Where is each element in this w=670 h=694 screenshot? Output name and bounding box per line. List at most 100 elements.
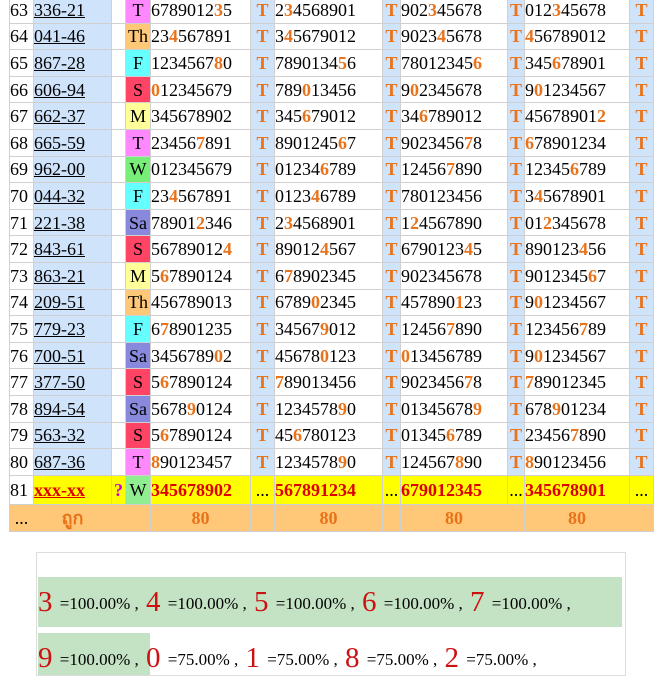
hit-mark: T — [250, 315, 275, 343]
hit-mark: T — [629, 394, 654, 423]
row-number: 456780123 — [274, 421, 383, 450]
row-number: 901234567 — [524, 261, 630, 290]
row-number: 567890124 — [150, 394, 251, 423]
table-row: 76 700-51 Sa 345678902 T 456780123 T 013456789 T… — [9, 341, 654, 370]
row-code-link[interactable]: 606-94 — [33, 75, 112, 104]
hit-digit: 3 — [214, 0, 223, 20]
row-code-link[interactable]: 563-32 — [33, 421, 112, 450]
hit-digit: 8 — [525, 451, 535, 472]
row-number: 890124567 — [274, 128, 383, 157]
hit-digit: 8 — [214, 52, 223, 73]
row-number: 012346789 — [274, 155, 383, 184]
hit-digit: 4 — [223, 239, 232, 260]
stat-separator: , — [454, 594, 463, 613]
row-code[interactable]: 606-94 — [34, 79, 86, 100]
hit-mark: T — [629, 341, 654, 370]
row-code[interactable]: 867-28 — [34, 52, 86, 73]
hit-digit: 5 — [338, 52, 347, 73]
row-code-link[interactable]: 209-51 — [33, 288, 112, 317]
hit-mark: T — [507, 368, 525, 396]
hit-mark: T — [250, 49, 275, 77]
row-code-link[interactable]: 662-37 — [33, 102, 112, 130]
row-spacer — [111, 368, 126, 396]
row-code-link[interactable]: 894-54 — [33, 394, 112, 423]
row-code-link[interactable]: 336-21 — [33, 0, 112, 24]
hit-digit: 9 — [338, 451, 347, 472]
row-code-link[interactable]: 779-23 — [33, 315, 112, 343]
hit-mark: T — [382, 75, 401, 104]
spacer — [629, 503, 654, 532]
row-code[interactable]: 700-51 — [34, 345, 86, 366]
row-code-link[interactable]: 665-59 — [33, 128, 112, 157]
hit-mark: T — [507, 182, 525, 210]
row-code[interactable]: xxx-xx — [34, 479, 86, 500]
table-row: 77 377-50 S 567890124 T 789013456 T 902345678 T 7… — [9, 368, 654, 396]
row-code-link[interactable]: 867-28 — [33, 49, 112, 77]
row-day: S — [125, 368, 151, 396]
row-code[interactable]: 336-21 — [34, 0, 86, 20]
stat-digit: 9 — [38, 642, 60, 674]
stat-percent: =75.00% — [366, 650, 429, 669]
row-number: 234567890 — [524, 421, 630, 450]
row-code[interactable]: 209-51 — [34, 292, 86, 313]
row-code-link[interactable]: 863-21 — [33, 261, 112, 290]
hit-digit: 7 — [160, 318, 169, 339]
row-code-link[interactable]: 044-32 — [33, 182, 112, 210]
row-code-link[interactable]: 700-51 — [33, 341, 112, 370]
row-number: 345678901 — [524, 49, 630, 77]
row-number: 679012345 — [400, 235, 508, 263]
row-code-link[interactable]: 041-46 — [33, 22, 112, 51]
hit-digit: 9 — [473, 398, 482, 419]
row-day: Th — [125, 22, 151, 51]
row-number: 678902345 — [274, 261, 383, 290]
row-number: 345678902 — [150, 102, 251, 130]
row-code[interactable]: 377-50 — [34, 372, 86, 393]
row-code-link[interactable]: 962-00 — [33, 155, 112, 184]
row-code-link[interactable]: 377-50 — [33, 368, 112, 396]
row-spacer — [111, 448, 126, 476]
hit-mark: T — [507, 341, 525, 370]
row-code-link[interactable]: 843-61 — [33, 235, 112, 263]
row-code[interactable]: 779-23 — [34, 318, 86, 339]
row-spacer — [111, 341, 126, 370]
unknown-marker: ? — [111, 474, 126, 505]
hit-digit: 7 — [525, 372, 535, 393]
row-number: 780123456 — [400, 49, 508, 77]
row-index: 75 — [9, 315, 34, 343]
row-code-link[interactable]: 687-36 — [33, 448, 112, 476]
row-code-link[interactable]: xxx-xx — [33, 474, 112, 505]
row-code[interactable]: 662-37 — [34, 106, 86, 127]
stat-percent: =75.00% — [167, 650, 230, 669]
row-code[interactable]: 687-36 — [34, 451, 86, 472]
row-code-link[interactable]: 221-38 — [33, 208, 112, 237]
row-code[interactable]: 863-21 — [34, 265, 86, 286]
row-number: 013456789 — [400, 341, 508, 370]
row-number: 124567890 — [400, 208, 508, 237]
row-spacer — [111, 155, 126, 184]
hit-mark: T — [507, 75, 525, 104]
correct-count: 80 — [150, 503, 251, 532]
table-row: 72 843-61 S 567890124 T 890124567 T 679012345 T 8… — [9, 235, 654, 263]
results-body: 63 336-21 T 678901235 T 234568901 T 902345678 T 0… — [9, 0, 654, 532]
hit-digit: 4 — [534, 185, 543, 206]
row-code[interactable]: 221-38 — [34, 212, 86, 233]
row-code[interactable]: 044-32 — [34, 185, 86, 206]
row-code[interactable]: 843-61 — [34, 239, 86, 260]
row-number: 345679012 — [274, 315, 383, 343]
row-code[interactable]: 041-46 — [34, 26, 86, 47]
row-code[interactable]: 665-59 — [34, 132, 86, 153]
row-code[interactable]: 563-32 — [34, 425, 86, 446]
hit-mark: T — [507, 102, 525, 130]
hit-mark: T — [629, 75, 654, 104]
row-number: 890124567 — [274, 235, 383, 263]
row-index: 67 — [9, 102, 34, 130]
row-number: 123456789 — [524, 315, 630, 343]
predicted-number: 345678901 — [524, 474, 630, 505]
row-number: 123457890 — [274, 394, 383, 423]
row-index: 76 — [9, 341, 34, 370]
row-code[interactable]: 962-00 — [34, 159, 86, 180]
hit-mark: T — [250, 155, 275, 184]
hit-mark: T — [629, 22, 654, 51]
spacer — [507, 503, 525, 532]
row-code[interactable]: 894-54 — [34, 398, 86, 419]
